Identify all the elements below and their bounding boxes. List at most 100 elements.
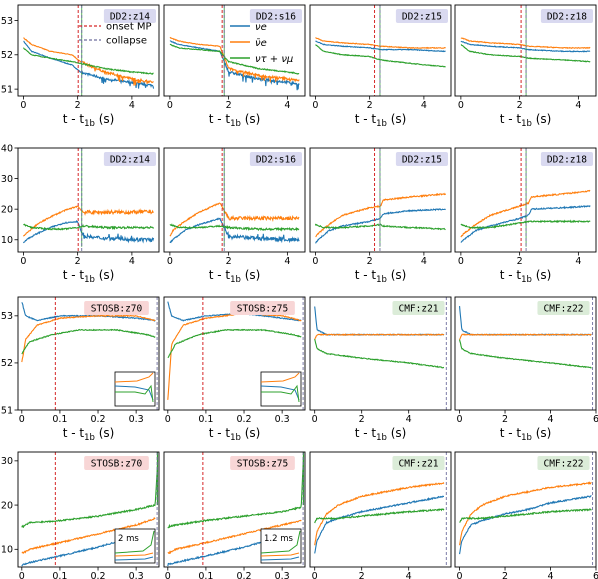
series-line-nu-x <box>314 338 445 369</box>
x-tick-label: 4 <box>406 571 412 579</box>
x-axis-label: t - t1b (s) <box>355 426 407 443</box>
model-tag: STOSB:z70 <box>91 459 143 470</box>
legend-markers: onset MP collapse <box>79 22 152 47</box>
panel-dd2-z14-r1: 0 2 4 10 20 30 40 t - t1b (s) DD2:z14 <box>1 143 160 285</box>
legend-label-collapse: collapse <box>106 36 147 47</box>
panel-dd2-z15-r0: 0 2 4 t - t1b (s) DD2:z15 <box>309 4 452 129</box>
series-line-nu-x <box>314 223 446 231</box>
model-tag-box <box>249 152 302 166</box>
model-tag-box <box>249 9 302 23</box>
x-tick-label: 0 <box>312 571 318 579</box>
panel-frame <box>309 4 452 97</box>
x-tick-label: 4 <box>575 256 581 267</box>
series-line-nu-x <box>314 508 445 524</box>
x-tick-label: 2 <box>226 256 232 267</box>
x-axis-label: t - t1b (s) <box>500 426 552 443</box>
series-line-nu-e-bar <box>314 482 445 546</box>
model-tag-box <box>537 456 590 470</box>
x-tick-label: 4 <box>547 414 553 425</box>
model-tag-box <box>537 301 590 315</box>
series-line-nu-e-bar <box>169 36 300 83</box>
series-line-nu-e <box>315 208 446 244</box>
legend-label-nu-e-bar: ν̄e <box>255 38 267 49</box>
panel-cmf-z21-r3: 0 2 4 CMF:z21 <box>309 451 452 579</box>
x-tick-label: 2 <box>502 414 508 425</box>
panel-cmf-z22-r3: 0 2 4 6 CMF:z22 <box>454 451 598 579</box>
legend-flavours: νe ν̄e ντ + νμ <box>230 22 293 65</box>
x-tick-label: 2 <box>75 256 81 267</box>
inset <box>114 371 156 407</box>
model-tag: CMF:z22 <box>543 459 583 470</box>
series-line-nu-e <box>23 40 155 89</box>
x-tick-label: 2 <box>367 256 373 267</box>
y-tick-label: 30 <box>1 456 13 467</box>
plot-area <box>314 306 445 369</box>
y-tick-label: 20 <box>1 500 13 511</box>
x-axis-label: t - t1b (s) <box>500 112 552 129</box>
model-tag: STOSB:z75 <box>237 304 288 315</box>
y-tick-label: 53 <box>1 311 13 322</box>
y-tick-label: 52 <box>1 358 13 369</box>
inset-frame <box>260 528 302 564</box>
model-tag: DD2:z15 <box>402 12 442 23</box>
series-line-nu-e <box>460 204 591 243</box>
x-axis-label: t - t1b (s) <box>355 268 407 285</box>
x-tick-label: 0 <box>312 100 318 111</box>
model-tag-box <box>392 456 445 470</box>
x-axis-label: t - t1b (s) <box>500 268 552 285</box>
panel-frame <box>454 147 597 253</box>
model-tag: STOSB:z70 <box>91 304 143 315</box>
panel-cmf-z21-r2: 0 2 4t - t1b (s) CMF:z21 <box>309 296 452 443</box>
x-tick-label: 2 <box>502 571 508 579</box>
model-tag-box <box>84 301 149 315</box>
y-tick-label: 52 <box>1 50 13 61</box>
x-axis-label: t - t1b (s) <box>63 112 115 129</box>
series-line-nu-e-bar <box>460 189 591 238</box>
model-tag: DD2:s16 <box>256 155 296 166</box>
inset-series-nu-x <box>260 530 301 554</box>
series-line-nu-e <box>314 495 445 554</box>
inset-series-nu-e <box>260 556 300 561</box>
panel-dd2-s16-r1: 0 2 4 t - t1b (s) DD2:s16 <box>163 147 306 285</box>
panel-frame <box>309 147 452 253</box>
x-tick-label: 2 <box>517 100 523 111</box>
x-tick-label: 0.1 <box>198 414 213 425</box>
series-line-nu-e-bar <box>459 481 592 546</box>
series-line-nu-x <box>460 219 591 230</box>
plot-area <box>459 481 592 555</box>
model-tag: DD2:s16 <box>256 12 296 23</box>
x-tick-label: 4 <box>575 100 581 111</box>
panel-frame <box>454 4 597 97</box>
panel-dd2-z14-r0: 0 2 4 51 52 53 t - t1b (s) DD2:z14 <box>1 4 160 129</box>
panel-frame <box>163 147 306 253</box>
panel-dd2-z15-r1: 0 2 4 t - t1b (s) DD2:z15 <box>309 147 452 285</box>
x-tick-label: 4 <box>284 100 290 111</box>
model-tag-box <box>230 456 295 470</box>
panel-frame <box>17 451 160 568</box>
model-tag: DD2:z15 <box>402 155 442 166</box>
inset-series-nu-e-bar <box>260 372 300 383</box>
inset: 1.2 ms <box>260 528 302 564</box>
y-tick-label: 51 <box>1 84 13 95</box>
x-tick-label: 2 <box>359 414 365 425</box>
x-tick-label: 0 <box>165 571 171 579</box>
y-tick-label: 10 <box>1 545 13 556</box>
x-axis-label: t - t1b (s) <box>209 426 261 443</box>
model-tag: DD2:z18 <box>547 12 587 23</box>
plot-area <box>21 302 156 363</box>
series-line-nu-x <box>23 223 155 231</box>
series-line-nu-x <box>21 328 156 355</box>
series-line-nu-e-bar <box>315 37 446 50</box>
panel-frame <box>17 4 160 97</box>
panel-frame <box>163 451 306 568</box>
inset-series-nu-x <box>114 530 155 554</box>
series-line-nu-e-bar <box>21 314 156 363</box>
series-line-nu-x <box>169 223 300 232</box>
plot-area <box>314 482 445 554</box>
panel-stosb-z70-r2: 0 0.1 0.2 0.3 51 52 53 t - t1b (s) STOSB:z70 <box>1 296 160 443</box>
x-tick-label: 0 <box>20 256 26 267</box>
model-tag-box <box>103 152 156 166</box>
panel-frame <box>309 296 452 411</box>
model-tag-box <box>540 152 593 166</box>
inset-series-nu-x <box>261 384 300 403</box>
